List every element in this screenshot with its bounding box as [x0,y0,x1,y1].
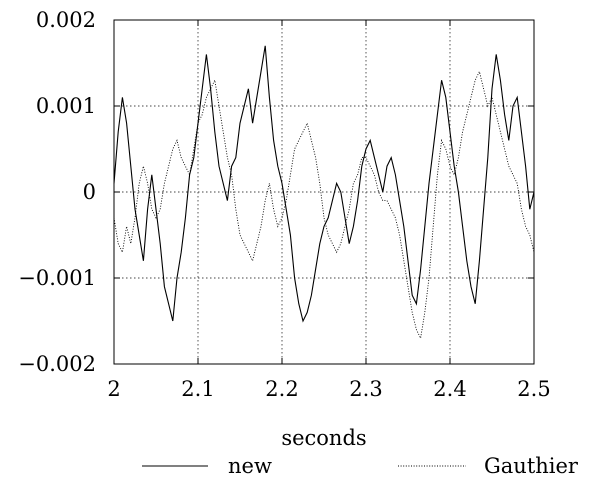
y-tick-label: 0.002 [36,8,96,32]
ticks [113,19,535,365]
x-axis-label: seconds [281,426,366,450]
x-tick-label: 2 [107,377,120,401]
legend-label-new: new [228,454,272,478]
y-tick-label: −0.001 [18,266,96,290]
x-tick-label: 2.5 [517,377,550,401]
x-tick-label: 2.4 [433,377,466,401]
y-tick-label: −0.002 [18,352,96,376]
grid [114,20,534,364]
legend-label-gauthier: Gauthier [484,454,579,478]
x-tick-label: 2.1 [181,377,214,401]
y-tick-label: 0.001 [36,94,96,118]
y-tick-label: 0 [83,180,96,204]
series-layer [113,45,535,340]
x-tick-label: 2.3 [349,377,382,401]
series-line-gauthier [113,70,535,340]
y-tick-labels: 0.002 0.001 0 −0.001 −0.002 [18,8,96,376]
x-tick-labels: 2 2.1 2.2 2.3 2.4 2.5 [107,377,550,401]
legend: new Gauthier [142,454,579,478]
series-line-new [113,45,535,323]
x-tick-label: 2.2 [265,377,298,401]
